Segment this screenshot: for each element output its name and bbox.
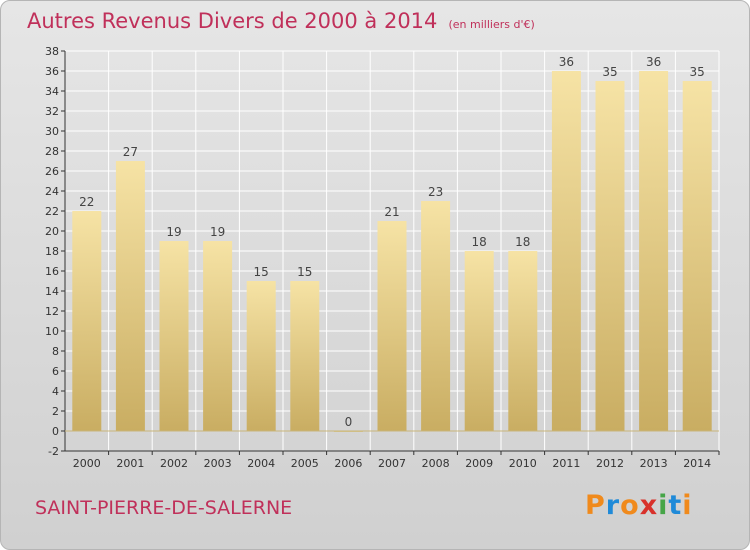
- y-tick-label: 8: [52, 345, 59, 358]
- logo-letter: i: [658, 490, 669, 521]
- bar-2013: [639, 71, 669, 431]
- x-tick-label-2007: 2007: [378, 457, 406, 470]
- logo-letter: i: [682, 490, 693, 521]
- logo-letter: t: [668, 490, 683, 521]
- chart-subtitle: (en milliers d'€): [448, 18, 535, 31]
- y-tick-label: 4: [52, 385, 59, 398]
- data-label-2003: 19: [210, 225, 225, 239]
- y-tick-label: 36: [45, 65, 59, 78]
- x-tick-label-2010: 2010: [509, 457, 537, 470]
- x-tick-label-2009: 2009: [465, 457, 493, 470]
- data-label-2011: 36: [559, 55, 574, 69]
- logo-letter: x: [639, 490, 659, 521]
- y-tick-label: 20: [45, 225, 59, 238]
- bar-2007: [377, 221, 407, 431]
- y-tick-label: 14: [45, 285, 59, 298]
- bar-2014: [682, 81, 712, 431]
- logo-letter: o: [620, 490, 640, 521]
- y-tick-label: 10: [45, 325, 59, 338]
- x-tick-label-2003: 2003: [204, 457, 232, 470]
- x-tick-label-2006: 2006: [334, 457, 362, 470]
- y-tick-label: 2: [52, 405, 59, 418]
- bar-2009: [464, 251, 494, 431]
- proxiti-logo[interactable]: Proxiti: [585, 490, 693, 521]
- title-row: Autres Revenus Divers de 2000 à 2014 (en…: [27, 9, 535, 33]
- data-label-2005: 15: [297, 265, 312, 279]
- y-tick-label: 32: [45, 105, 59, 118]
- x-tick-label-2001: 2001: [116, 457, 144, 470]
- y-tick-label: 28: [45, 145, 59, 158]
- data-label-2000: 22: [79, 195, 94, 209]
- bar-2002: [159, 241, 189, 431]
- commune-name: SAINT-PIERRE-DE-SALERNE: [35, 497, 293, 519]
- y-tick-label: 38: [45, 45, 59, 58]
- data-label-2008: 23: [428, 185, 443, 199]
- chart-title: Autres Revenus Divers de 2000 à 2014: [27, 9, 438, 33]
- data-label-2007: 21: [384, 205, 399, 219]
- logo-letter: r: [605, 490, 621, 521]
- x-tick-label-2014: 2014: [683, 457, 711, 470]
- data-label-2012: 35: [602, 65, 617, 79]
- bar-2003: [203, 241, 233, 431]
- x-tick-label-2008: 2008: [422, 457, 450, 470]
- y-tick-label: 0: [52, 425, 59, 438]
- x-tick-label-2004: 2004: [247, 457, 275, 470]
- x-tick-label-2011: 2011: [552, 457, 580, 470]
- bar-2012: [595, 81, 625, 431]
- y-tick-label: -2: [48, 445, 59, 458]
- bars: [72, 71, 712, 432]
- y-tick-label: 26: [45, 165, 59, 178]
- data-label-2004: 15: [254, 265, 269, 279]
- data-label-2013: 36: [646, 55, 661, 69]
- bar-2011: [551, 71, 581, 431]
- data-label-2001: 27: [123, 145, 138, 159]
- data-label-2014: 35: [690, 65, 705, 79]
- logo-letter: P: [585, 490, 606, 521]
- y-tick-label: 6: [52, 365, 59, 378]
- x-tick-label-2013: 2013: [640, 457, 668, 470]
- y-tick-label: 24: [45, 185, 59, 198]
- data-label-2009: 18: [472, 235, 487, 249]
- bar-2010: [508, 251, 538, 431]
- bar-2008: [421, 201, 451, 431]
- x-tick-label-2002: 2002: [160, 457, 188, 470]
- data-label-2006: 0: [345, 415, 353, 429]
- y-tick-label: 12: [45, 305, 59, 318]
- bar-2001: [115, 161, 145, 431]
- bar-2005: [290, 281, 320, 431]
- data-label-2010: 18: [515, 235, 530, 249]
- x-tick-label-2012: 2012: [596, 457, 624, 470]
- y-tick-label: 34: [45, 85, 59, 98]
- y-tick-label: 30: [45, 125, 59, 138]
- data-label-2002: 19: [166, 225, 181, 239]
- bar-2004: [246, 281, 276, 431]
- x-tick-label-2005: 2005: [291, 457, 319, 470]
- y-tick-label: 16: [45, 265, 59, 278]
- axes: [61, 50, 720, 455]
- y-tick-label: 22: [45, 205, 59, 218]
- y-tick-label: 18: [45, 245, 59, 258]
- bar-2000: [72, 211, 102, 431]
- x-tick-label-2000: 2000: [73, 457, 101, 470]
